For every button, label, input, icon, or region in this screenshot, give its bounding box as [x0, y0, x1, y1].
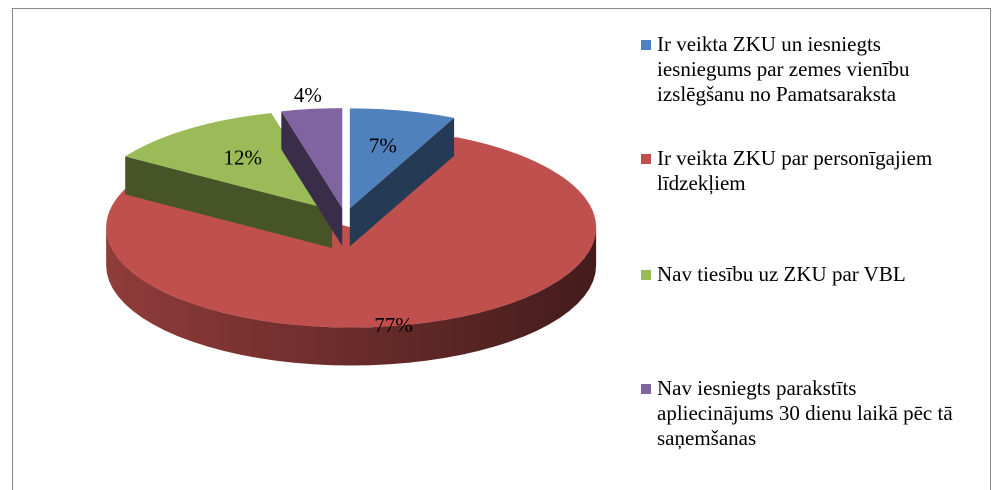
legend-item: Ir veikta ZKU un iesniegts iesniegums pa…: [641, 32, 972, 107]
legend-label: Nav iesniegts parakstīts apliecinājums 3…: [657, 376, 953, 450]
legend-swatch: [641, 40, 651, 50]
slice-wall: [349, 117, 455, 247]
data-label: 12%: [224, 146, 263, 170]
slice-side: [106, 227, 597, 366]
slice-wall: [281, 111, 343, 247]
legend-swatch: [641, 154, 651, 164]
data-label: 4%: [294, 83, 322, 107]
slice-top: [125, 113, 333, 210]
legend-item: Ir veikta ZKU par personīgajiem līdzekļi…: [641, 146, 972, 196]
legend-item: Nav iesniegts parakstīts apliecinājums 3…: [641, 376, 972, 451]
legend-swatch: [641, 384, 651, 394]
legend-swatch: [641, 270, 651, 280]
legend-item: Nav tiesību uz ZKU par VBL: [641, 262, 972, 287]
data-label: 77%: [374, 313, 413, 337]
pie: [106, 108, 597, 366]
legend-label: Ir veikta ZKU par personīgajiem līdzekļi…: [657, 146, 933, 195]
data-label: 7%: [369, 134, 397, 158]
legend-label: Nav tiesību uz ZKU par VBL: [657, 262, 906, 286]
slice: [281, 108, 343, 247]
slice-top: [349, 108, 455, 209]
chart-frame: [12, 8, 991, 490]
slice: [349, 108, 455, 247]
legend-label: Ir veikta ZKU un iesniegts iesniegums pa…: [657, 32, 910, 106]
slice-top: [281, 108, 343, 209]
slice-wall: [125, 156, 333, 248]
